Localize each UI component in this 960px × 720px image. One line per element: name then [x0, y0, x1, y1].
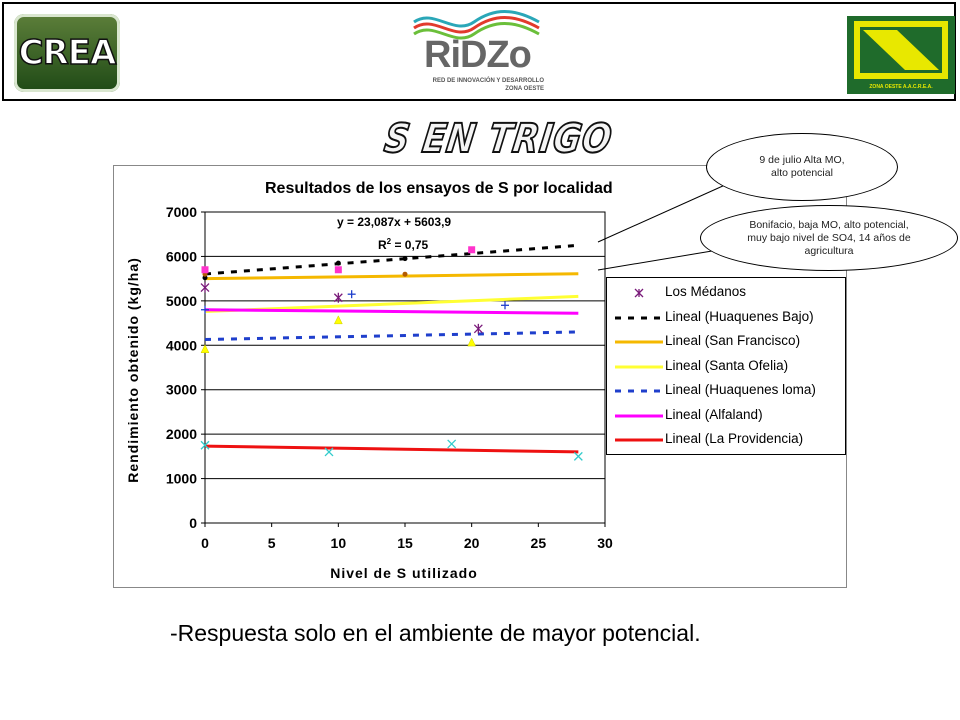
legend-label: Lineal (Alfaland) — [665, 406, 763, 422]
callout-bonifacio-text: Bonifacio, baja MO, alto potencial, muy … — [747, 218, 911, 257]
y-tick-label: 0 — [189, 515, 197, 531]
ridzo-logo-text: RiDZo — [424, 34, 532, 76]
legend-item: Lineal (Huaquenes Bajo) — [607, 307, 845, 329]
trend-line — [204, 330, 579, 342]
data-point — [324, 447, 334, 457]
x-tick-label: 20 — [464, 535, 480, 551]
r-squared-symbol: R — [378, 238, 387, 252]
data-point — [334, 266, 342, 274]
x-tick-label: 25 — [531, 535, 547, 551]
callout-9-de-julio-text: 9 de julio Alta MO, alto potencial — [759, 154, 845, 179]
legend-item: Lineal (San Francisco) — [607, 331, 845, 353]
legend-item: Lineal (La Providencia) — [607, 429, 845, 451]
crea-logo: CREA — [14, 14, 120, 92]
data-point — [473, 323, 483, 334]
legend-swatch — [615, 414, 663, 417]
y-tick-label: 4000 — [166, 337, 197, 353]
data-point — [402, 271, 408, 277]
plot-background — [204, 211, 606, 524]
y-tick-label: 1000 — [166, 471, 197, 487]
x-tick-label: 10 — [331, 535, 347, 551]
data-point — [333, 315, 343, 325]
trend-line — [204, 243, 579, 276]
crea-logo-text: CREA — [18, 32, 117, 74]
callout-9-de-julio: 9 de julio Alta MO, alto potencial — [706, 133, 898, 201]
x-tick-label: 30 — [597, 535, 613, 551]
x-tick-label: 5 — [268, 535, 276, 551]
data-point — [501, 301, 509, 310]
zona-oeste-logo-text: ZONA OESTE A.A.C.R.E.A. — [869, 84, 933, 90]
ridzo-logo-subtitle: RED DE INNOVACIÓN Y DESARROLLO ZONA OEST… — [432, 78, 544, 92]
legend-swatch — [615, 340, 663, 344]
legend-item: Los Médanos — [607, 282, 845, 304]
legend-item: Lineal (Santa Ofelia) — [607, 356, 845, 378]
legend-label: Lineal (San Francisco) — [665, 333, 801, 348]
callout-bonifacio: Bonifacio, baja MO, alto potencial, muy … — [700, 205, 958, 271]
data-point — [200, 440, 210, 450]
x-axis-label: Nivel de S utilizado — [330, 565, 478, 581]
x-tick-label: 0 — [201, 535, 209, 551]
chart-legend: Los Médanos Lineal (Huaquenes Bajo) Lineal… — [606, 277, 846, 455]
data-point — [573, 451, 583, 461]
r-squared-exponent: 2 — [386, 237, 392, 246]
legend-item: Lineal (Huaquenes loma) — [607, 380, 845, 402]
data-point — [200, 344, 210, 353]
zona-oeste-logo: ZONA OESTE A.A.C.R.E.A. — [847, 16, 955, 94]
x-tick-label: 15 — [397, 535, 413, 551]
legend-label: Lineal (La Providencia) — [665, 431, 804, 446]
data-point — [202, 275, 208, 281]
trend-line — [204, 272, 579, 281]
chart-title: Resultados de los ensayos de S por local… — [265, 180, 613, 197]
y-tick-label: 7000 — [166, 204, 197, 220]
y-tick-label: 5000 — [166, 293, 197, 309]
data-point — [200, 282, 210, 293]
legend-swatch — [615, 389, 663, 393]
callout-pointer-bonifacio — [597, 249, 719, 271]
data-point — [468, 246, 476, 254]
y-tick-label: 3000 — [166, 382, 197, 398]
legend-swatch — [615, 438, 663, 442]
data-point — [201, 266, 209, 274]
legend-label: Lineal (Huaquenes Bajo) — [665, 308, 814, 324]
zona-oeste-emblem-icon — [854, 21, 948, 79]
legend-swatch — [615, 316, 663, 319]
data-point — [402, 256, 408, 262]
data-point — [467, 337, 477, 347]
data-point — [447, 439, 457, 449]
r-squared-label: R2 = 0,75 — [378, 237, 428, 252]
ridzo-logo-waves — [413, 10, 540, 40]
y-tick-label: 6000 — [166, 248, 197, 264]
trend-line — [204, 308, 579, 315]
legend-label: Los Médanos — [665, 284, 747, 299]
trend-line — [204, 444, 579, 454]
data-point — [335, 260, 341, 266]
header-banner: CREA RiDZo RED DE INNOVACIÓN Y DESARROLL… — [2, 2, 956, 101]
slide-caption: -Respuesta solo en el ambiente de mayor … — [170, 620, 701, 646]
data-point — [347, 290, 356, 299]
legend-swatch — [615, 365, 663, 368]
callout-pointer-9-de-julio — [597, 184, 726, 243]
y-tick-label: 2000 — [166, 426, 197, 442]
legend-label: Lineal (Huaquenes loma) — [665, 382, 816, 397]
legend-swatch — [634, 288, 644, 298]
legend-item: Lineal (Alfaland) — [607, 405, 845, 427]
trendline-equation: y = 23,087x + 5603,9 — [337, 215, 452, 229]
r-squared-value: = 0,75 — [394, 238, 429, 252]
data-point — [201, 305, 209, 314]
data-point — [333, 292, 343, 303]
legend-label: Lineal (Santa Ofelia) — [665, 357, 789, 373]
